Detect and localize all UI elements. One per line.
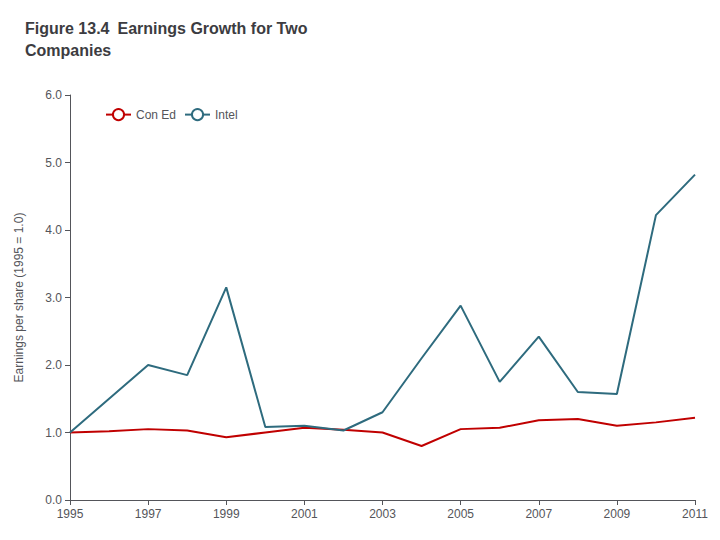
svg-text:1995: 1995 bbox=[57, 507, 84, 521]
svg-text:2009: 2009 bbox=[604, 507, 631, 521]
svg-text:6.0: 6.0 bbox=[45, 88, 62, 102]
svg-text:1997: 1997 bbox=[135, 507, 162, 521]
svg-text:1999: 1999 bbox=[213, 507, 240, 521]
svg-text:5.0: 5.0 bbox=[45, 156, 62, 170]
svg-text:0.0: 0.0 bbox=[45, 493, 62, 507]
svg-text:2.0: 2.0 bbox=[45, 358, 62, 372]
svg-text:3.0: 3.0 bbox=[45, 291, 62, 305]
svg-text:Earnings per share (1995 = 1.0: Earnings per share (1995 = 1.0) bbox=[12, 213, 26, 383]
svg-text:2005: 2005 bbox=[447, 507, 474, 521]
svg-text:2007: 2007 bbox=[525, 507, 552, 521]
svg-text:Intel: Intel bbox=[215, 108, 238, 122]
svg-text:1.0: 1.0 bbox=[45, 426, 62, 440]
svg-text:2003: 2003 bbox=[369, 507, 396, 521]
svg-text:4.0: 4.0 bbox=[45, 223, 62, 237]
svg-text:Companies: Companies bbox=[25, 42, 111, 59]
svg-text:Figure 13.4 Earnings Growth fo: Figure 13.4 Earnings Growth for Two bbox=[25, 20, 308, 37]
svg-text:Con Ed: Con Ed bbox=[136, 108, 176, 122]
svg-text:2011: 2011 bbox=[682, 507, 708, 521]
svg-text:2001: 2001 bbox=[291, 507, 318, 521]
